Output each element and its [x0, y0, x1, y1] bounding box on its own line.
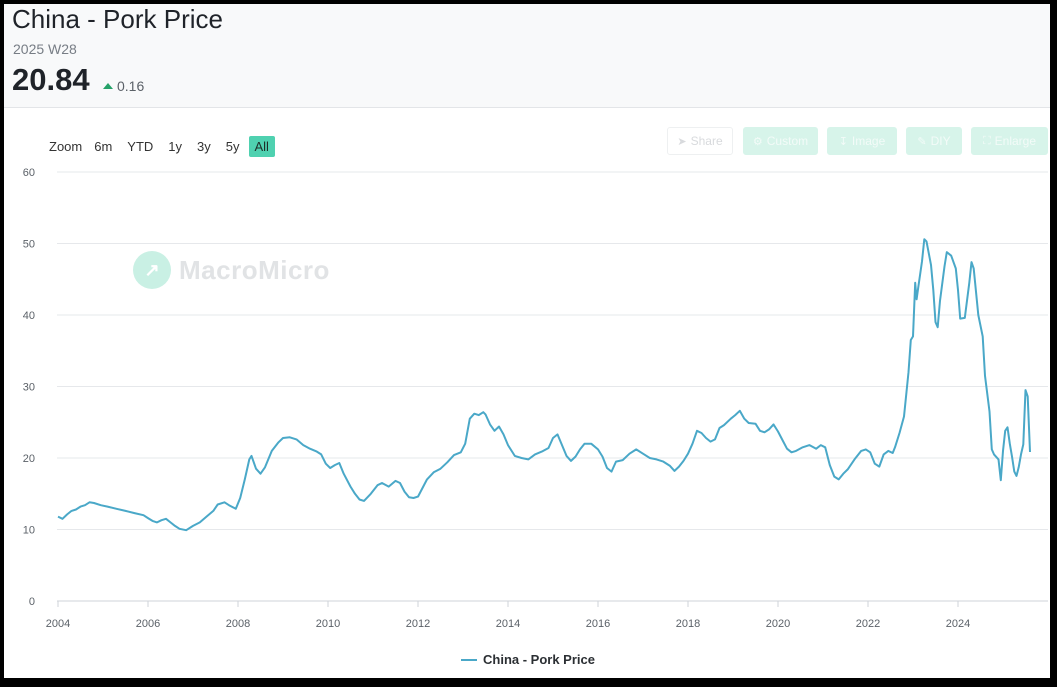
- up-arrow-icon: [103, 83, 113, 89]
- custom-label: Custom: [766, 134, 809, 148]
- y-tick-label: 0: [29, 596, 35, 608]
- share-button[interactable]: ➤ Share: [667, 127, 733, 155]
- legend-label: China - Pork Price: [483, 652, 595, 667]
- x-tick-label: 2010: [316, 618, 340, 630]
- share-icon: ➤: [677, 135, 687, 148]
- share-label: Share: [690, 134, 723, 148]
- zoom-ytd-button[interactable]: YTD: [127, 139, 154, 154]
- zoom-label: Zoom: [49, 139, 83, 154]
- change-value: 0.16: [117, 78, 145, 94]
- zoom-3y-button[interactable]: 3y: [197, 139, 211, 154]
- enlarge-label: Enlarge: [994, 134, 1037, 148]
- change-indicator: 0.16: [103, 78, 144, 94]
- zoom-6m-button[interactable]: 6m: [94, 139, 113, 154]
- download-icon: ↧: [838, 135, 848, 148]
- zoom-bar: Zoom 6m YTD 1y 3y 5y All: [49, 136, 278, 157]
- y-tick-label: 50: [23, 239, 35, 251]
- enlarge-button[interactable]: ⛶ Enlarge: [971, 127, 1048, 155]
- expand-icon: ⛶: [982, 134, 991, 147]
- chart-frame: China - Pork Price 2025 W28 20.84 0.16 Z…: [4, 4, 1050, 678]
- macromicro-watermark: ↗ MacroMicro: [133, 251, 330, 289]
- toolbar: ➤ Share ⚙ Custom ↧ Image ✎ DIY ⛶ Enlarge: [4, 127, 1050, 155]
- legend-swatch: [461, 658, 477, 661]
- custom-button[interactable]: ⚙ Custom: [743, 127, 818, 155]
- zoom-5y-button[interactable]: 5y: [225, 139, 240, 154]
- zoom-1y-button[interactable]: 1y: [168, 139, 183, 154]
- y-tick-label: 60: [23, 167, 35, 179]
- grid-lines: [57, 171, 1048, 602]
- chart-header: China - Pork Price 2025 W28 20.84 0.16: [4, 4, 1050, 108]
- legend[interactable]: China - Pork Price: [461, 652, 595, 667]
- y-tick-label: 20: [23, 453, 35, 465]
- x-tick-label: 2016: [586, 618, 610, 630]
- y-axis-ticks: 0 10 20 30 40 50 60: [23, 167, 35, 608]
- latest-value: 20.84: [12, 62, 90, 97]
- x-tick-label: 2006: [136, 618, 160, 630]
- x-tick-label: 2014: [496, 618, 520, 630]
- zoom-all-button[interactable]: All: [248, 136, 275, 157]
- period-label: 2025 W28: [13, 41, 77, 57]
- x-tick-label: 2024: [946, 618, 970, 630]
- image-label: Image: [851, 134, 886, 148]
- x-tick-label: 2022: [856, 618, 880, 630]
- gear-icon: ⚙: [752, 135, 763, 148]
- x-axis-ticks: 2004 2006 2008 2010 2012 2014 2016 2018 2020 2022…: [46, 601, 970, 630]
- series-line-pork-price: [57, 238, 1031, 532]
- diy-label: DIY: [930, 134, 951, 148]
- x-tick-label: 2012: [406, 618, 430, 630]
- y-tick-label: 10: [23, 525, 35, 537]
- image-button[interactable]: ↧ Image: [827, 127, 897, 155]
- pencil-icon: ✎: [917, 135, 927, 148]
- y-tick-label: 40: [23, 310, 35, 322]
- x-tick-label: 2018: [676, 618, 700, 630]
- watermark-text: MacroMicro: [179, 254, 330, 285]
- macromicro-logo-icon: ↗: [133, 251, 171, 289]
- y-tick-label: 30: [23, 382, 35, 394]
- chart-title: China - Pork Price: [12, 4, 223, 34]
- diy-button[interactable]: ✎ DIY: [906, 127, 962, 155]
- x-tick-label: 2020: [766, 618, 790, 630]
- x-tick-label: 2004: [46, 618, 70, 630]
- x-tick-label: 2008: [226, 618, 250, 630]
